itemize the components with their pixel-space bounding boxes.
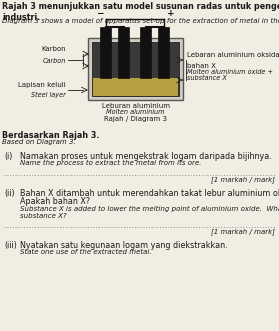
Bar — [100, 27, 111, 78]
Text: [1 markah / mark]: [1 markah / mark] — [211, 228, 275, 235]
Bar — [158, 27, 169, 78]
Text: Based on Diagram 3.: Based on Diagram 3. — [2, 139, 76, 145]
Text: Rajah 3 menunjukkan satu model susunan radas untuk pengekstrakan logam dalam
ind: Rajah 3 menunjukkan satu model susunan r… — [2, 2, 279, 22]
Bar — [93, 78, 178, 96]
Text: +: + — [167, 9, 174, 18]
Bar — [140, 27, 151, 78]
Bar — [92, 42, 179, 96]
Text: −: − — [96, 9, 103, 18]
Text: Nyatakan satu kegunaan logam yang diekstrakkan.: Nyatakan satu kegunaan logam yang diekst… — [20, 241, 228, 250]
Text: Namakan proses untuk mengekstrak logam daripada bijihnya.: Namakan proses untuk mengekstrak logam d… — [20, 152, 272, 161]
Text: (ii): (ii) — [4, 189, 15, 198]
Text: Steel layer: Steel layer — [31, 92, 66, 98]
Text: Molten aluminium: Molten aluminium — [106, 109, 165, 115]
Text: Diagram 3 shows a model of apparatus set-up for the extraction of metal in the i: Diagram 3 shows a model of apparatus set… — [2, 18, 279, 24]
Text: Molten aluminium oxide +: Molten aluminium oxide + — [187, 69, 273, 75]
Text: substance X?: substance X? — [20, 213, 67, 219]
Text: Substance X is added to lower the melting point of aluminium oxide.  What is: Substance X is added to lower the meltin… — [20, 206, 279, 212]
Text: Apakah bahan X?: Apakah bahan X? — [20, 197, 90, 206]
Text: Lebaran aluminium oksida +: Lebaran aluminium oksida + — [187, 52, 279, 58]
Text: Rajah / Diagram 3: Rajah / Diagram 3 — [104, 116, 167, 122]
Text: Carbon: Carbon — [43, 58, 66, 64]
Text: (i): (i) — [4, 152, 12, 161]
Text: Bahan X ditambah untuk merendahkan takat lebur aluminium oksida.: Bahan X ditambah untuk merendahkan takat… — [20, 189, 279, 198]
Text: bahan X: bahan X — [187, 63, 216, 69]
Text: Name the process to extract the metal from its ore.: Name the process to extract the metal fr… — [20, 160, 201, 166]
Text: substance X: substance X — [187, 75, 227, 81]
Text: (iii): (iii) — [4, 241, 17, 250]
Text: Berdasarkan Rajah 3.: Berdasarkan Rajah 3. — [2, 131, 100, 140]
Text: Karbon: Karbon — [41, 46, 66, 52]
Bar — [118, 27, 129, 78]
Text: [1 markah / mark]: [1 markah / mark] — [211, 176, 275, 183]
Text: Leburan aluminium: Leburan aluminium — [102, 103, 170, 109]
Text: State one use of the extracted metal.: State one use of the extracted metal. — [20, 249, 151, 255]
Text: Lapisan keluli: Lapisan keluli — [18, 82, 66, 88]
Bar — [88, 38, 183, 100]
